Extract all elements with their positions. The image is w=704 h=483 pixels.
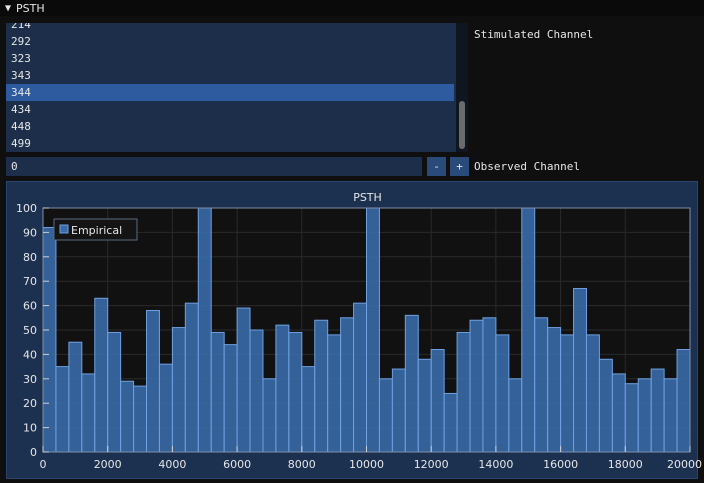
histogram-bar (81, 373, 96, 453)
y-tick-label: 30 (23, 373, 37, 386)
y-tick-label: 70 (23, 275, 37, 288)
histogram-bar (443, 392, 458, 453)
x-tick-label: 12000 (414, 458, 449, 471)
histogram-bar (495, 334, 510, 453)
stimulated-channel-label: Stimulated Channel (474, 28, 594, 41)
x-tick-label: 2000 (94, 458, 122, 471)
legend-entry-empirical[interactable]: Empirical (71, 224, 122, 237)
histogram-bar (624, 383, 639, 453)
histogram-bar (262, 378, 277, 453)
decrement-button[interactable]: - (427, 157, 446, 176)
y-tick-label: 0 (30, 446, 37, 459)
histogram-bar (275, 324, 290, 453)
histogram-bar (456, 331, 471, 453)
chart-title: PSTH (353, 191, 382, 204)
y-tick-label: 50 (23, 324, 37, 337)
histogram-bar (120, 380, 135, 453)
x-tick-label: 20000 (667, 458, 702, 471)
histogram-bar (197, 207, 212, 453)
x-tick-label: 4000 (158, 458, 186, 471)
histogram-bar (340, 317, 355, 453)
histogram-bar (301, 366, 316, 453)
histogram-bar (650, 368, 665, 453)
x-tick-label: 14000 (478, 458, 513, 471)
list-item-323[interactable]: 323 (11, 52, 31, 65)
histogram-bar (158, 363, 173, 453)
histogram-bar (171, 327, 186, 453)
y-tick-label: 60 (23, 300, 37, 313)
x-tick-label: 8000 (288, 458, 316, 471)
histogram-bar (42, 227, 57, 453)
histogram-bar (184, 302, 199, 453)
histogram-bar (366, 207, 380, 453)
observed-channel-label: Observed Channel (474, 160, 580, 173)
window-title: PSTH (16, 1, 45, 15)
y-tick-label: 10 (23, 422, 37, 435)
list-item-344[interactable]: 344 (6, 84, 454, 101)
histogram-bar (236, 307, 251, 453)
y-tick-label: 80 (23, 251, 37, 264)
histogram-bar (521, 207, 536, 453)
list-item-434[interactable]: 434 (11, 103, 31, 116)
histogram-bar (611, 373, 626, 453)
histogram-bar (585, 334, 600, 453)
histogram-bar (55, 366, 70, 453)
histogram-bar (210, 331, 225, 453)
histogram-bar (288, 331, 303, 453)
y-tick-label: 40 (23, 348, 37, 361)
y-tick-label: 90 (23, 226, 37, 239)
histogram-bar (133, 385, 148, 453)
histogram-bar (107, 331, 122, 453)
list-item-343[interactable]: 343 (11, 69, 31, 82)
histogram-bar (404, 314, 419, 453)
histogram-bar (676, 349, 691, 453)
scrollbar-thumb[interactable] (459, 101, 465, 149)
histogram-bar (249, 329, 264, 453)
histogram-bar (314, 319, 329, 453)
increment-button[interactable]: + (450, 157, 469, 176)
histogram-bar (391, 368, 406, 453)
histogram-bar (637, 378, 652, 453)
histogram-bar (547, 327, 562, 453)
list-item-499[interactable]: 499 (11, 137, 31, 150)
histogram-bar (598, 358, 613, 453)
list-item-292[interactable]: 292 (11, 35, 31, 48)
stimulated-channel-list[interactable]: 499 448 434 344 343 323 292 214 (6, 23, 468, 152)
histogram-bar (560, 334, 575, 453)
histogram-bar (223, 344, 238, 453)
x-tick-label: 0 (40, 458, 47, 471)
histogram-bar (534, 317, 549, 453)
y-tick-label: 100 (16, 202, 37, 215)
triangle-down-icon[interactable]: ▼ (5, 2, 12, 14)
histogram-bar (327, 334, 342, 453)
histogram-bar (68, 341, 83, 453)
histogram-bar (146, 309, 160, 453)
x-tick-label: 18000 (608, 458, 643, 471)
window-titlebar[interactable]: ▼ PSTH (0, 0, 704, 16)
y-tick-label: 20 (23, 397, 37, 410)
x-tick-label: 10000 (349, 458, 384, 471)
histogram-bar (378, 378, 393, 453)
histogram-bar (508, 378, 523, 453)
list-item-214[interactable]: 214 (11, 23, 31, 31)
list-item-448[interactable]: 448 (11, 120, 31, 133)
histogram-bar (353, 302, 367, 453)
histogram-bar (430, 349, 445, 453)
histogram-bar (94, 297, 109, 453)
histogram-bar (417, 358, 432, 453)
x-tick-label: 6000 (223, 458, 251, 471)
legend-swatch (59, 224, 69, 234)
histogram-bar (482, 317, 497, 453)
histogram-bar (663, 378, 678, 453)
x-tick-label: 16000 (543, 458, 578, 471)
list-scrollbar[interactable] (456, 23, 468, 152)
legend-box[interactable] (53, 218, 138, 241)
observed-channel-input[interactable]: 0 (6, 157, 422, 176)
histogram-bar (573, 288, 587, 453)
histogram-bar (469, 319, 484, 453)
